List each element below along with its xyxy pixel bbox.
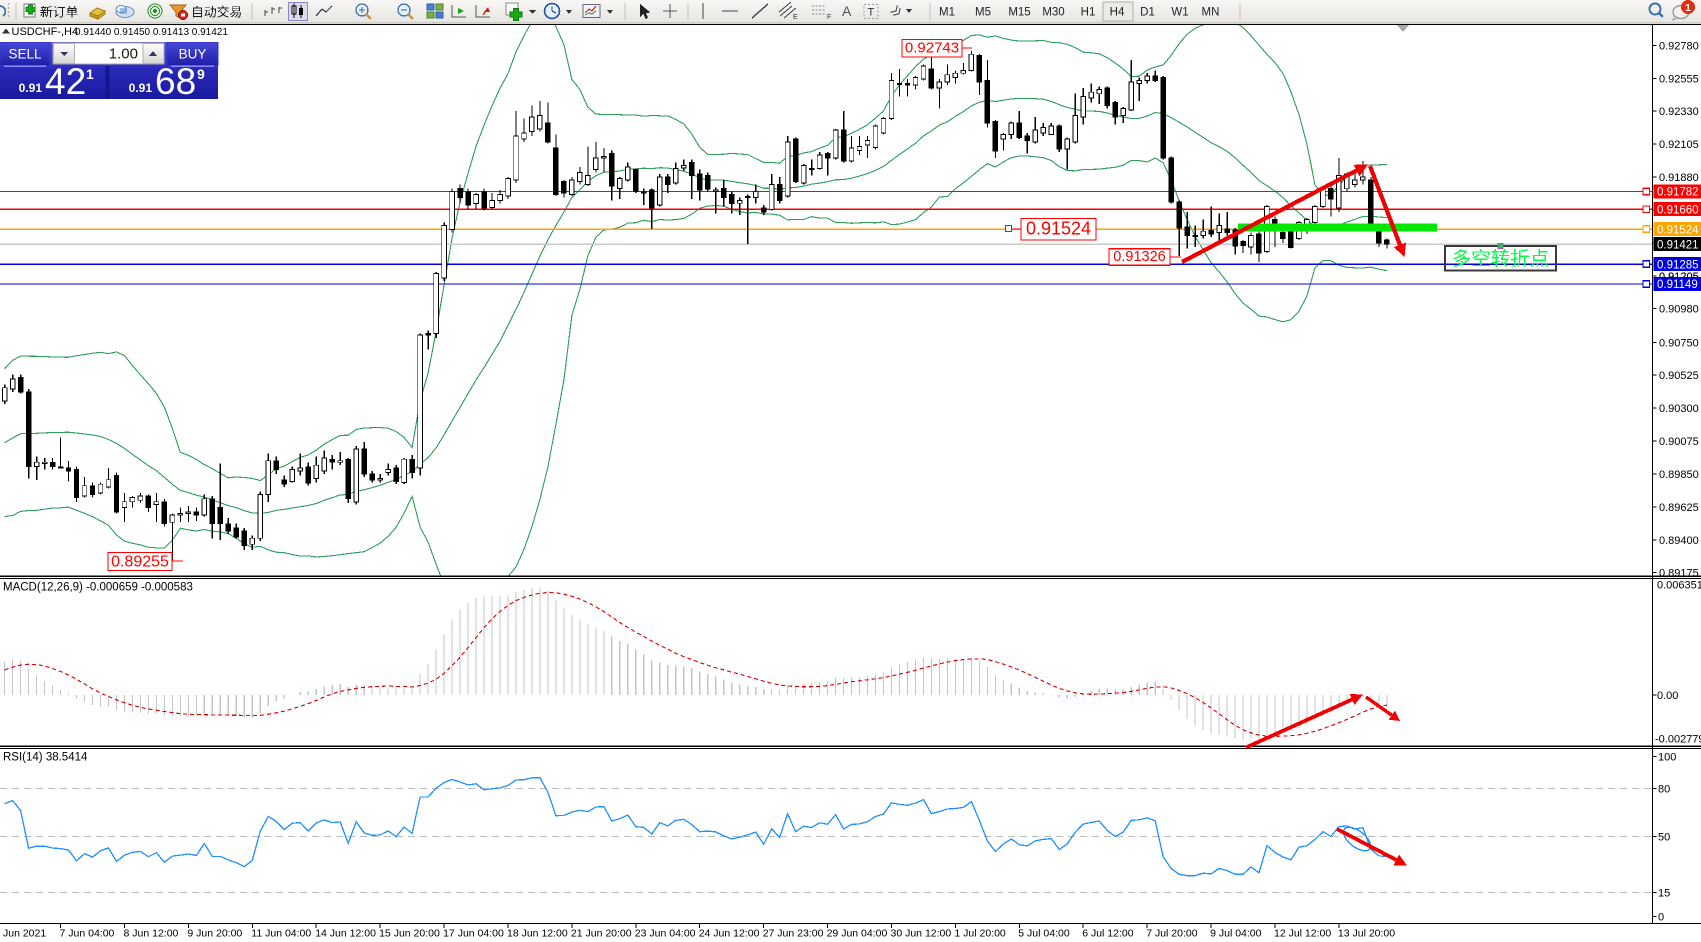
svg-text:0.89625: 0.89625 (1659, 502, 1699, 514)
svg-text:0.90300: 0.90300 (1659, 403, 1699, 415)
svg-text:0.91880: 0.91880 (1659, 172, 1699, 184)
svg-text:Jun 2021: Jun 2021 (3, 928, 46, 940)
svg-text:1.00: 1.00 (109, 46, 138, 63)
svg-text:29 Jun 04:00: 29 Jun 04:00 (827, 928, 888, 940)
svg-text:M30: M30 (1042, 7, 1064, 19)
svg-text:68: 68 (155, 61, 196, 102)
svg-text:MN: MN (1202, 7, 1220, 19)
svg-text:RSI(14) 38.5414: RSI(14) 38.5414 (3, 752, 88, 764)
svg-text:8 Jun 12:00: 8 Jun 12:00 (124, 928, 179, 940)
svg-text:M5: M5 (975, 7, 991, 19)
svg-text:24 Jun 12:00: 24 Jun 12:00 (699, 928, 760, 940)
svg-text:7 Jun 04:00: 7 Jun 04:00 (60, 928, 115, 940)
svg-text:42: 42 (45, 61, 86, 102)
svg-text:D1: D1 (1140, 7, 1155, 19)
svg-text:15 Jun 20:00: 15 Jun 20:00 (379, 928, 440, 940)
svg-text:0.91: 0.91 (129, 81, 153, 95)
svg-text:21 Jun 20:00: 21 Jun 20:00 (571, 928, 632, 940)
svg-text:SELL: SELL (8, 47, 42, 62)
svg-text:13 Jul 20:00: 13 Jul 20:00 (1338, 928, 1395, 940)
svg-text:9 Jun 20:00: 9 Jun 20:00 (187, 928, 242, 940)
svg-text:12 Jul 12:00: 12 Jul 12:00 (1274, 928, 1331, 940)
svg-text:0.91524: 0.91524 (1026, 219, 1091, 239)
svg-text:0.00: 0.00 (1657, 690, 1678, 702)
svg-text:5 Jul 04:00: 5 Jul 04:00 (1018, 928, 1070, 940)
svg-text:-0.002779: -0.002779 (1655, 734, 1701, 746)
svg-text:1: 1 (86, 66, 94, 82)
svg-text:27 Jun 23:00: 27 Jun 23:00 (763, 928, 824, 940)
svg-text:0.92105: 0.92105 (1659, 139, 1699, 151)
svg-text:11 Jun 04:00: 11 Jun 04:00 (251, 928, 311, 940)
svg-text:0.91: 0.91 (19, 81, 43, 95)
svg-text:23 Jun 04:00: 23 Jun 04:00 (635, 928, 696, 940)
svg-text:MACD(12,26,9) -0.000659 -0.000: MACD(12,26,9) -0.000659 -0.000583 (3, 582, 193, 594)
svg-text:0.91149: 0.91149 (1657, 279, 1698, 291)
svg-text:15: 15 (1658, 888, 1670, 900)
svg-text:0.92330: 0.92330 (1659, 106, 1699, 118)
svg-text:E: E (793, 14, 798, 21)
svg-text:6 Jul 12:00: 6 Jul 12:00 (1082, 928, 1134, 940)
svg-text:50: 50 (1658, 832, 1670, 844)
svg-text:F: F (827, 14, 831, 21)
svg-text:100: 100 (1658, 752, 1676, 764)
svg-text:M15: M15 (1008, 7, 1030, 19)
svg-text:0.92780: 0.92780 (1659, 40, 1699, 52)
svg-text:0.91782: 0.91782 (1657, 187, 1699, 199)
svg-text:0: 0 (1658, 912, 1664, 924)
svg-text:0.90075: 0.90075 (1659, 436, 1699, 448)
svg-text:M1: M1 (939, 7, 955, 19)
svg-text:14 Jun 12:00: 14 Jun 12:00 (315, 928, 376, 940)
svg-text:0.91421: 0.91421 (1657, 239, 1699, 251)
svg-text:1 Jul 20:00: 1 Jul 20:00 (954, 928, 1006, 940)
svg-text:0.006351: 0.006351 (1657, 580, 1701, 592)
svg-text:0.91524: 0.91524 (1657, 224, 1699, 236)
svg-text:30 Jun 12:00: 30 Jun 12:00 (891, 928, 952, 940)
svg-text:0.92743: 0.92743 (905, 40, 959, 57)
svg-text:0.90750: 0.90750 (1659, 337, 1699, 349)
svg-text:BUY: BUY (179, 47, 207, 62)
svg-text:A: A (842, 3, 852, 19)
svg-text:W1: W1 (1171, 7, 1188, 19)
svg-text:80: 80 (1658, 784, 1670, 796)
svg-text:9: 9 (197, 66, 205, 82)
svg-text:0.90525: 0.90525 (1659, 370, 1699, 382)
svg-text:9 Jul 04:00: 9 Jul 04:00 (1210, 928, 1262, 940)
svg-text:7 Jul 20:00: 7 Jul 20:00 (1146, 928, 1198, 940)
svg-text:0.92555: 0.92555 (1659, 73, 1699, 85)
svg-text:H1: H1 (1081, 7, 1096, 19)
svg-text:0.89850: 0.89850 (1659, 469, 1699, 481)
svg-text:1: 1 (1685, 2, 1691, 14)
svg-text:0.91440 0.91450 0.91413 0.9142: 0.91440 0.91450 0.91413 0.91421 (75, 27, 228, 38)
svg-text:H4: H4 (1110, 7, 1125, 19)
svg-text:0.90980: 0.90980 (1659, 304, 1699, 316)
svg-text:0.91326: 0.91326 (1113, 249, 1165, 265)
svg-text:USDCHF-,H4: USDCHF-,H4 (12, 26, 79, 38)
svg-text:17 Jun 04:00: 17 Jun 04:00 (443, 928, 504, 940)
svg-text:0.91285: 0.91285 (1657, 259, 1699, 271)
svg-text:0.91660: 0.91660 (1657, 204, 1699, 216)
svg-text:0.89400: 0.89400 (1659, 535, 1699, 547)
svg-text:0.89255: 0.89255 (111, 553, 169, 570)
svg-text:T: T (868, 7, 875, 19)
svg-text:18 Jun 12:00: 18 Jun 12:00 (507, 928, 568, 940)
